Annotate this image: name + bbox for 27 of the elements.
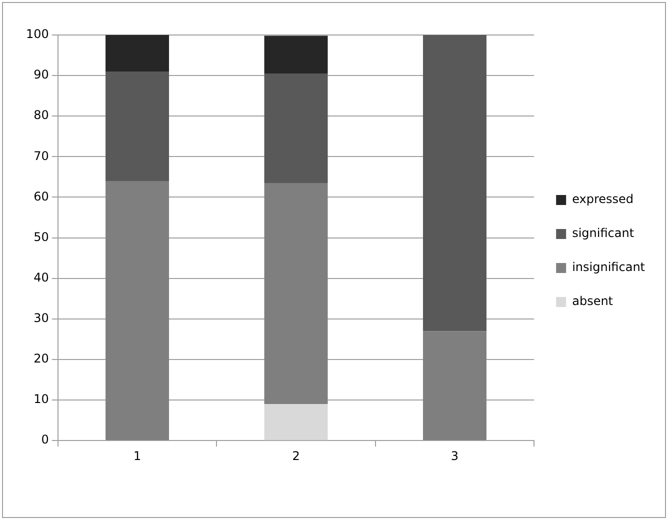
bar — [422, 331, 486, 440]
bar — [106, 35, 170, 72]
x-tick-label: 3 — [450, 448, 459, 463]
y-tick-label: 20 — [34, 352, 49, 366]
y-tick-label: 40 — [34, 270, 49, 284]
bar — [422, 35, 486, 332]
y-tick-label: 10 — [34, 392, 49, 406]
y-tick-label: 60 — [34, 189, 49, 204]
bar — [264, 36, 328, 74]
x-tick-label: 2 — [292, 448, 300, 463]
y-tick-label: 0 — [41, 432, 49, 447]
bar — [264, 183, 328, 404]
legend-label: absent — [572, 294, 614, 308]
y-tick-label: 70 — [34, 148, 49, 163]
bar — [264, 74, 328, 184]
y-tick-label: 90 — [34, 68, 49, 82]
y-tick-label: 30 — [34, 311, 49, 326]
legend-label: insignificant — [572, 260, 646, 274]
y-tick-label: 100 — [26, 27, 49, 42]
bar — [264, 404, 328, 440]
bar — [106, 181, 170, 440]
y-tick-label: 80 — [34, 108, 49, 122]
bar — [106, 72, 170, 182]
legend-label: significant — [572, 226, 634, 240]
y-tick-label: 50 — [34, 230, 49, 244]
legend-label: expressed — [572, 192, 634, 206]
x-tick-label: 1 — [133, 448, 142, 463]
